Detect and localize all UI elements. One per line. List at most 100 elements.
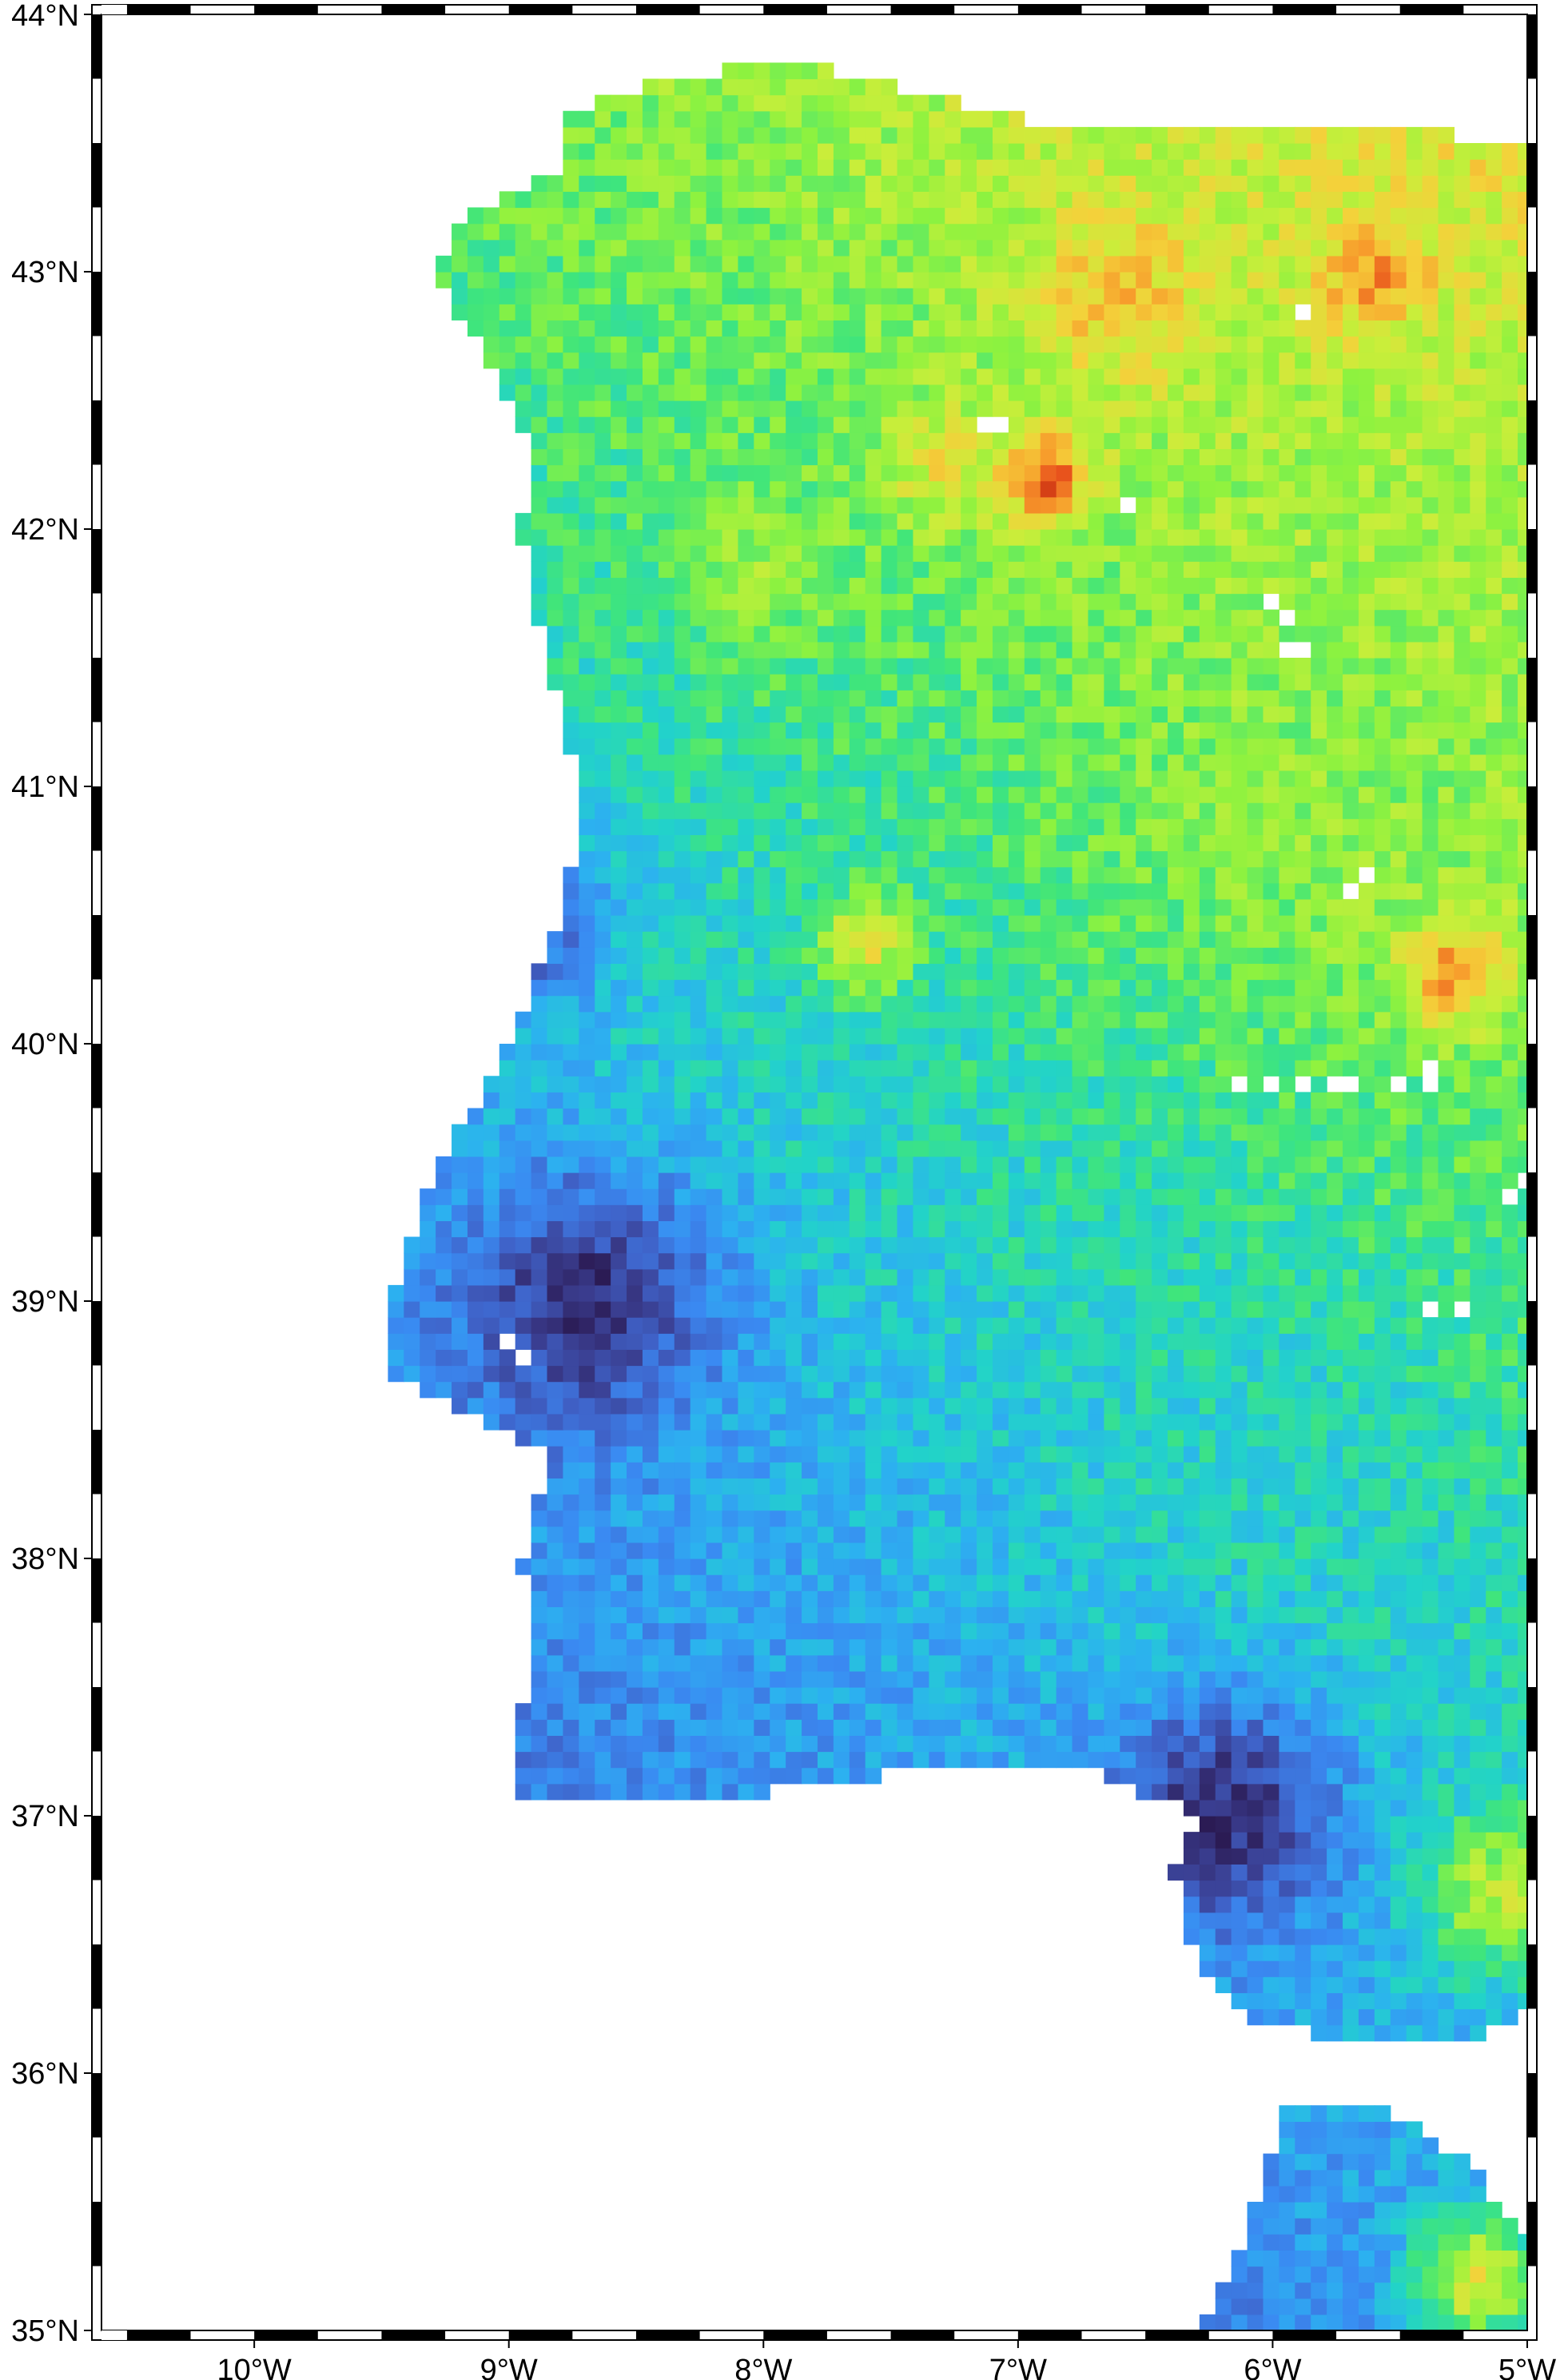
- heatmap-cell: [1152, 1027, 1168, 1045]
- heatmap-cell: [1470, 1027, 1486, 1045]
- heatmap-cell: [1231, 1188, 1248, 1205]
- heatmap-cell: [1008, 995, 1025, 1013]
- heatmap-cell: [1518, 2314, 1527, 2330]
- heatmap-cell: [1422, 1767, 1439, 1785]
- heatmap-cell: [977, 1526, 993, 1543]
- heatmap-cell: [913, 1606, 929, 1624]
- heatmap-cell: [642, 818, 659, 835]
- heatmap-cell: [738, 1011, 754, 1029]
- heatmap-cell: [1358, 1156, 1375, 1173]
- heatmap-cell: [547, 947, 564, 964]
- heatmap-cell: [531, 1236, 548, 1254]
- heatmap-cell: [1311, 818, 1327, 835]
- heatmap-cell: [1470, 1220, 1486, 1238]
- heatmap-cell: [547, 1670, 564, 1688]
- heatmap-cell: [786, 834, 802, 852]
- heatmap-cell: [1454, 722, 1470, 739]
- heatmap-cell: [1295, 818, 1311, 835]
- heatmap-cell: [1518, 1462, 1527, 1479]
- heatmap-cell: [1279, 1076, 1295, 1092]
- heatmap-cell: [1358, 738, 1375, 755]
- heatmap-cell: [833, 1172, 850, 1189]
- heatmap-cell: [690, 674, 707, 691]
- heatmap-cell: [1104, 1349, 1120, 1367]
- heatmap-cell: [1056, 1687, 1073, 1704]
- heatmap-cell: [1152, 915, 1168, 932]
- heatmap-cell: [579, 1108, 595, 1125]
- heatmap-cell: [1263, 947, 1279, 964]
- heatmap-cell: [388, 1365, 404, 1383]
- heatmap-cell: [658, 1011, 675, 1029]
- heatmap-cell: [1502, 1767, 1518, 1785]
- heatmap-cell: [1136, 1687, 1152, 1704]
- heatmap-cell: [770, 1011, 786, 1029]
- heatmap-cell: [897, 818, 914, 835]
- heatmap-cell: [1247, 1526, 1264, 1543]
- heatmap-cell: [1486, 2202, 1502, 2219]
- heatmap-cell: [1199, 1413, 1216, 1431]
- heatmap-cell: [1438, 1832, 1455, 1849]
- heatmap-cell: [1454, 995, 1470, 1013]
- heatmap-cell: [1183, 1172, 1200, 1189]
- heatmap-cell: [1343, 1638, 1359, 1656]
- heatmap-cell: [690, 1687, 707, 1704]
- heatmap-cell: [1422, 690, 1439, 706]
- heatmap-cell: [515, 1044, 532, 1061]
- heatmap-cell: [1279, 1574, 1295, 1591]
- heatmap-cell: [658, 1751, 675, 1769]
- heatmap-cell: [1486, 1606, 1502, 1624]
- heatmap-cell: [1040, 1606, 1057, 1624]
- heatmap-cell: [754, 1494, 770, 1511]
- heatmap-cell: [1327, 1140, 1343, 1157]
- heatmap-cell: [1454, 882, 1470, 900]
- heatmap-cell: [1295, 1799, 1311, 1817]
- heatmap-cell: [1295, 722, 1311, 739]
- heatmap-cell: [1024, 882, 1041, 900]
- heatmap-cell: [1502, 1333, 1518, 1350]
- heatmap-cell: [833, 1124, 850, 1141]
- heatmap-cell: [1390, 1783, 1407, 1801]
- heatmap-cell: [1008, 1252, 1025, 1270]
- heatmap-cell: [1358, 1799, 1375, 1817]
- heatmap-cell: [1152, 1767, 1168, 1785]
- heatmap-cell: [802, 706, 818, 723]
- heatmap-cell: [1247, 1799, 1264, 1817]
- heatmap-cell: [817, 963, 834, 981]
- heatmap-cell: [1120, 1494, 1136, 1511]
- heatmap-cell: [1199, 1236, 1216, 1254]
- heatmap-cell: [1422, 1735, 1439, 1753]
- heatmap-cell: [1056, 690, 1073, 706]
- heatmap-cell: [1056, 1365, 1073, 1383]
- heatmap-cell: [706, 1333, 723, 1350]
- heatmap-cell: [1136, 1268, 1152, 1286]
- heatmap-cell: [1088, 866, 1104, 884]
- heatmap-cell: [1136, 1284, 1152, 1302]
- heatmap-cell: [547, 1060, 564, 1077]
- heatmap-cell: [961, 1381, 977, 1399]
- heatmap-cell: [1120, 1606, 1136, 1624]
- heatmap-cell: [945, 947, 961, 964]
- heatmap-cell: [881, 1494, 898, 1511]
- heatmap-cell: [1470, 1767, 1486, 1785]
- heatmap-cell: [642, 1478, 659, 1495]
- heatmap-cell: [706, 882, 723, 900]
- heatmap-cell: [1168, 979, 1184, 997]
- heatmap-cell: [817, 818, 834, 835]
- heatmap-cell: [674, 1719, 691, 1736]
- heatmap-cell: [1152, 770, 1168, 787]
- heatmap-cell: [1183, 1140, 1200, 1157]
- heatmap-cell: [467, 1172, 484, 1189]
- heatmap-cell: [1199, 1140, 1216, 1157]
- heatmap-cell: [642, 1590, 659, 1607]
- heatmap-cell: [738, 1606, 754, 1624]
- heatmap-cell: [595, 1670, 611, 1688]
- heatmap-cell: [1358, 1076, 1375, 1092]
- heatmap-cell: [913, 1735, 929, 1753]
- heatmap-cell: [611, 1156, 627, 1173]
- heatmap-cell: [1311, 1896, 1327, 1913]
- heatmap-cell: [770, 898, 786, 916]
- heatmap-cell: [1486, 1735, 1502, 1753]
- heatmap-cell: [706, 1590, 723, 1607]
- heatmap-cell: [929, 1204, 945, 1221]
- heatmap-cell: [929, 1172, 945, 1189]
